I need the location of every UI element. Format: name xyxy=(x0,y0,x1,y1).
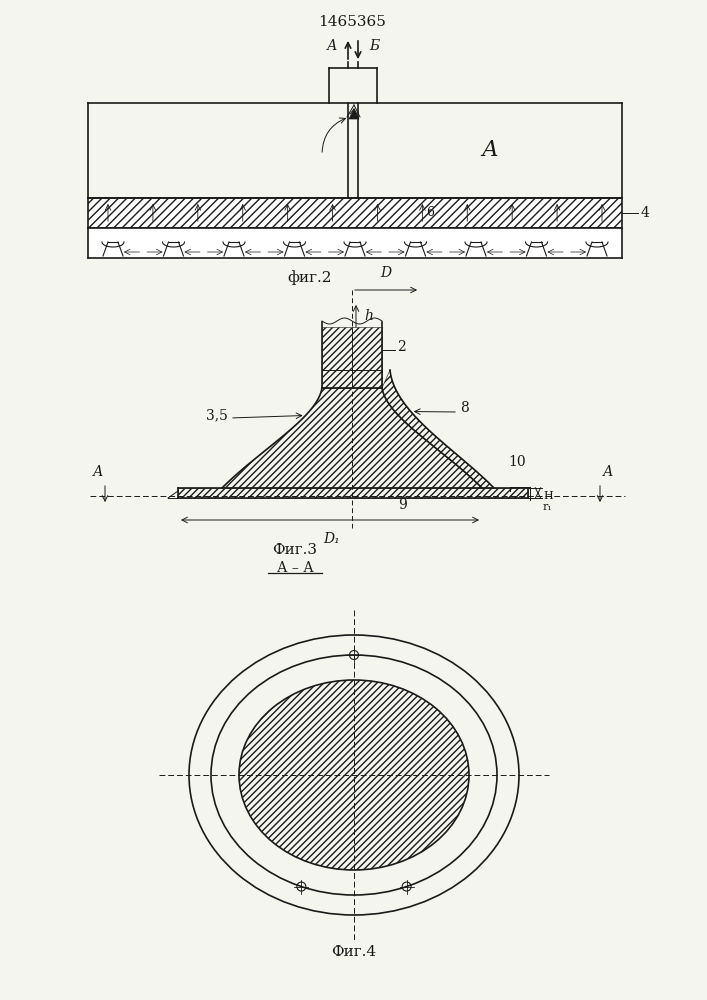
Polygon shape xyxy=(349,109,359,119)
Polygon shape xyxy=(88,198,622,228)
Text: Б: Б xyxy=(369,39,379,53)
Text: А: А xyxy=(603,465,613,479)
Text: 3,5: 3,5 xyxy=(206,408,228,422)
Text: 6: 6 xyxy=(426,207,434,220)
Text: D: D xyxy=(380,266,392,280)
Text: H: H xyxy=(543,491,553,501)
Text: 9: 9 xyxy=(398,498,407,512)
Text: фиг.2: фиг.2 xyxy=(288,270,332,285)
Text: h: h xyxy=(364,309,373,323)
Text: D₁: D₁ xyxy=(324,532,340,546)
Text: 2: 2 xyxy=(397,340,406,354)
Text: 4: 4 xyxy=(641,206,650,220)
Text: А: А xyxy=(481,139,498,161)
Text: Фиг.3: Фиг.3 xyxy=(272,543,317,557)
Text: А: А xyxy=(327,39,337,53)
Polygon shape xyxy=(88,228,622,258)
Text: 8: 8 xyxy=(460,401,469,415)
Text: А – А: А – А xyxy=(276,561,313,575)
Text: А: А xyxy=(93,465,103,479)
Text: 1465365: 1465365 xyxy=(318,15,386,29)
Text: Фиг.4: Фиг.4 xyxy=(332,945,377,959)
Text: r₁: r₁ xyxy=(543,502,553,512)
Text: 10: 10 xyxy=(508,455,525,469)
